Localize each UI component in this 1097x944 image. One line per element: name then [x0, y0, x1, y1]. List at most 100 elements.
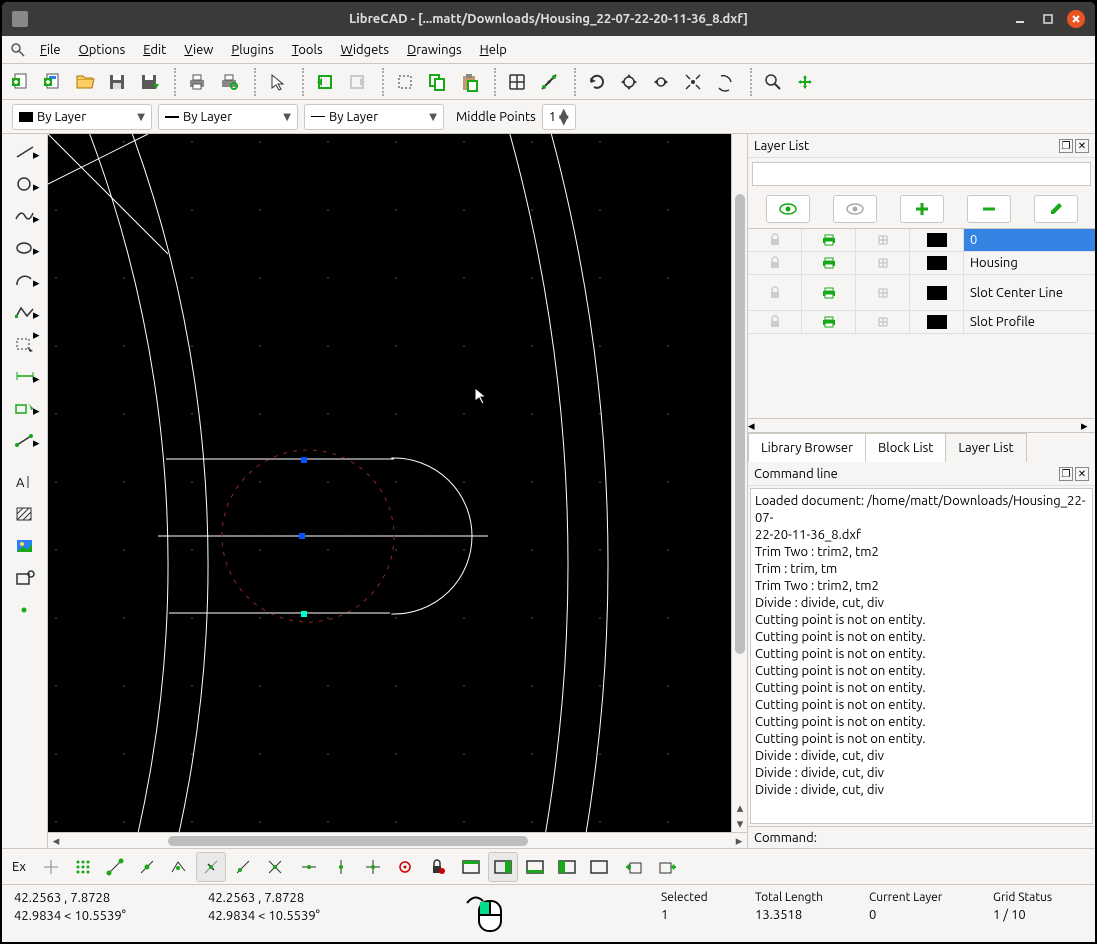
window-maximize-button[interactable]: [1039, 10, 1057, 28]
middle-points-spinner[interactable]: 1▲▼: [542, 104, 576, 130]
save-file-button[interactable]: [102, 67, 132, 97]
snap-endpoint-button[interactable]: [100, 852, 130, 882]
mtext-tool-button[interactable]: A: [7, 468, 43, 496]
layer-filter-input[interactable]: [752, 162, 1091, 186]
dimension-tool-button[interactable]: ▸: [7, 362, 43, 390]
image-tool-button[interactable]: [7, 532, 43, 560]
snap-center-button[interactable]: [164, 852, 194, 882]
command-log[interactable]: Loaded document: /home/matt/Downloads/Ho…: [750, 488, 1093, 824]
vertical-scrollbar[interactable]: ▴ ▾: [731, 134, 747, 832]
menu-tools[interactable]: Tools: [284, 41, 331, 59]
restrict-horizontal-button[interactable]: [358, 852, 388, 882]
menu-help[interactable]: Help: [472, 41, 515, 59]
restrict-nothing-button[interactable]: [294, 852, 324, 882]
color-swatch: [927, 256, 947, 270]
points-tool-button[interactable]: [7, 596, 43, 624]
block-tool-button[interactable]: [7, 564, 43, 592]
relative-zero-button[interactable]: [390, 852, 420, 882]
lock-relative-zero-button[interactable]: [422, 852, 452, 882]
hide-all-layers-button[interactable]: [833, 195, 877, 223]
curve-tool-button[interactable]: ▸: [7, 202, 43, 230]
snap-on-entity-button[interactable]: [132, 852, 162, 882]
hatch-tool-button[interactable]: [7, 500, 43, 528]
command-line-title: Command line: [754, 467, 838, 481]
ellipse-tool-button[interactable]: ▸: [7, 234, 43, 262]
menu-drawings[interactable]: Drawings: [399, 41, 470, 59]
panel-close-button[interactable]: ✕: [1075, 139, 1089, 153]
window-minimize-button[interactable]: [1011, 10, 1029, 28]
new-file-button[interactable]: [6, 67, 36, 97]
zoom-auto-button[interactable]: [614, 67, 644, 97]
menu-edit[interactable]: Edit: [135, 41, 174, 59]
redo-button[interactable]: [342, 67, 372, 97]
layer-row[interactable]: 0: [748, 229, 1095, 252]
cascade-windows-button[interactable]: [520, 852, 550, 882]
menu-widgets[interactable]: Widgets: [333, 41, 397, 59]
info-tool-button[interactable]: ▸: [7, 426, 43, 454]
select-tool-button[interactable]: ▸: [7, 330, 43, 358]
undo-button[interactable]: [310, 67, 340, 97]
polyline-tool-button[interactable]: ▸: [7, 298, 43, 326]
remove-layer-button[interactable]: [967, 195, 1011, 223]
tab-library-browser[interactable]: Library Browser: [748, 433, 866, 462]
pointer-tool-button[interactable]: [262, 67, 292, 97]
menu-plugins[interactable]: Plugins: [223, 41, 281, 59]
tab-block-list[interactable]: Block List: [865, 433, 946, 462]
zoom-pan-button[interactable]: [710, 67, 740, 97]
draft-mode-button[interactable]: [534, 67, 564, 97]
menu-file[interactable]: File: [32, 41, 69, 59]
grid-toggle-button[interactable]: [502, 67, 532, 97]
print-preview-button[interactable]: [214, 67, 244, 97]
tile-vertical-button[interactable]: [584, 852, 614, 882]
panel-float-button[interactable]: ❐: [1059, 139, 1073, 153]
snap-distance-button[interactable]: [228, 852, 258, 882]
zoom-window-button[interactable]: [678, 67, 708, 97]
menu-view[interactable]: View: [176, 41, 221, 59]
paste-button[interactable]: [454, 67, 484, 97]
layer-list-title: Layer List: [754, 139, 809, 153]
edit-layer-button[interactable]: [1034, 195, 1078, 223]
circle-tool-button[interactable]: ▸: [7, 170, 43, 198]
new-from-template-button[interactable]: [38, 67, 68, 97]
zoom-in-button[interactable]: [758, 67, 788, 97]
pan-button[interactable]: [790, 67, 820, 97]
snap-intersection-button[interactable]: [260, 852, 290, 882]
cut-button[interactable]: [390, 67, 420, 97]
save-as-button[interactable]: [134, 67, 164, 97]
lock-icon: [768, 286, 782, 300]
tabbar-toggle-button[interactable]: [488, 852, 518, 882]
layer-row[interactable]: Slot Center Line: [748, 275, 1095, 311]
zoom-previous-button[interactable]: [646, 67, 676, 97]
window-close-button[interactable]: [1067, 10, 1085, 28]
tab-layer-list[interactable]: Layer List: [945, 433, 1026, 462]
open-file-button[interactable]: [70, 67, 100, 97]
layer-row[interactable]: Housing: [748, 252, 1095, 275]
horizontal-scrollbar[interactable]: ◂ ▸: [48, 832, 747, 848]
arc-tool-button[interactable]: ▸: [7, 266, 43, 294]
canvas[interactable]: [48, 134, 731, 832]
fullscreen-button[interactable]: [456, 852, 486, 882]
menu-options[interactable]: Options: [71, 41, 134, 59]
add-layer-button[interactable]: [900, 195, 944, 223]
copy-button[interactable]: [422, 67, 452, 97]
layer-row[interactable]: Slot Profile: [748, 311, 1095, 334]
cmd-float-button[interactable]: ❐: [1059, 467, 1073, 481]
modify-tool-button[interactable]: ▸: [7, 394, 43, 422]
snap-free-button[interactable]: [36, 852, 66, 882]
cmd-close-button[interactable]: ✕: [1075, 467, 1089, 481]
print-button[interactable]: [182, 67, 212, 97]
line-tool-button[interactable]: ▸: [7, 138, 43, 166]
zoom-tool-icon[interactable]: [8, 40, 28, 60]
color-combo[interactable]: By Layer▼: [12, 104, 152, 130]
snap-grid-button[interactable]: [68, 852, 98, 882]
restrict-orthogonal-button[interactable]: [326, 852, 356, 882]
linetype-combo[interactable]: By Layer▼: [304, 104, 444, 130]
snap-exclusive-button[interactable]: Ex: [6, 860, 32, 874]
zoom-redraw-button[interactable]: [582, 67, 612, 97]
snap-middle-button[interactable]: [196, 852, 226, 882]
add-window-button[interactable]: [618, 852, 648, 882]
show-all-layers-button[interactable]: [766, 195, 810, 223]
tile-windows-button[interactable]: [552, 852, 582, 882]
add-block-button[interactable]: [652, 852, 682, 882]
width-combo[interactable]: By Layer▼: [158, 104, 298, 130]
